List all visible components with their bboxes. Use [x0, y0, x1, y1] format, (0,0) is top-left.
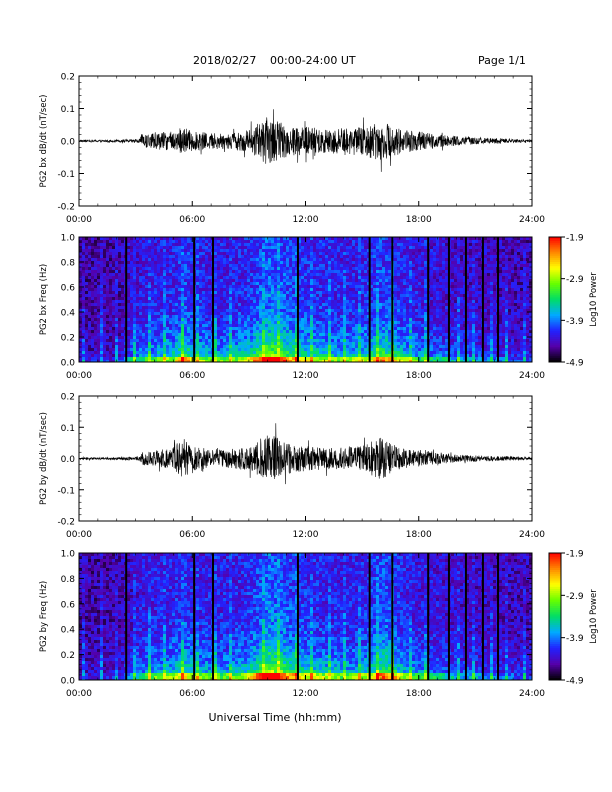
x-tick-label: 24:00 — [519, 371, 545, 381]
header-date: 2018/02/27 — [193, 54, 256, 67]
colorbar-tick-label: -1.9 — [566, 234, 584, 244]
panel-bx-derivative: 0.2 0.1 0.0 -0.1 -0.2 00:00 06:00 12:00 18:00 24:… — [39, 73, 545, 226]
y-tick-label: 0.2 — [61, 651, 75, 661]
y-axis-label: PG2 bx Freq (Hz) — [39, 264, 49, 335]
y-axis-label: PG2 bx dB/dt (nT/sec) — [39, 95, 49, 188]
data-gap — [464, 237, 467, 362]
spectrogram-cells — [79, 553, 532, 680]
y-tick-label: 0.1 — [61, 424, 75, 434]
data-gap — [193, 553, 196, 680]
data-gap — [125, 237, 128, 362]
data-gap — [296, 237, 299, 362]
colorbar-tick-label: -4.9 — [566, 677, 584, 687]
x-tick-label: 12:00 — [293, 215, 319, 225]
x-tick-label: 24:00 — [519, 530, 545, 540]
colorbar-frame — [548, 236, 562, 363]
colorbar-tick-label: -1.9 — [566, 550, 584, 560]
data-gap — [497, 237, 500, 362]
y-tick-label: 0.2 — [61, 334, 75, 344]
x-tick-label: 12:00 — [293, 371, 319, 381]
colorbar-frame — [548, 552, 562, 681]
data-gap — [391, 237, 394, 362]
panel-by-derivative: 0.2 0.1 0.0 -0.1 -0.2 00:00 06:00 12:00 18:00 24:… — [39, 393, 545, 541]
x-tick-label: 18:00 — [406, 689, 432, 699]
y-tick-label: 0.6 — [61, 284, 76, 294]
x-tick-label: 06:00 — [179, 215, 205, 225]
data-gap — [368, 553, 371, 680]
colorbar-tick-label: -3.9 — [566, 634, 584, 644]
colorbar-bx: -1.9 -2.9 -3.9 -4.9 Log10 Power — [548, 234, 599, 369]
y-tick-label: 1.0 — [61, 234, 76, 244]
data-gap — [464, 553, 467, 680]
y-tick-label: -0.1 — [57, 170, 75, 180]
data-gaps — [125, 237, 500, 362]
x-tick-label: 06:00 — [179, 689, 205, 699]
y-axis-label: PG2 by dB/dt (nT/sec) — [39, 412, 49, 505]
x-tick-label: 12:00 — [293, 530, 319, 540]
x-tick-label: 24:00 — [519, 215, 545, 225]
x-axis-label: Universal Time (hh:mm) — [209, 711, 342, 724]
waveform-line — [78, 423, 533, 485]
y-tick-label: -0.2 — [57, 518, 75, 528]
x-tick-label: 18:00 — [406, 371, 432, 381]
x-tick-label: 18:00 — [406, 215, 432, 225]
x-tick-label: 18:00 — [406, 530, 432, 540]
data-gap — [427, 237, 430, 362]
y-tick-label: 0.8 — [61, 575, 76, 585]
y-tick-label: 0.0 — [61, 359, 76, 369]
data-gap — [427, 553, 430, 680]
colorbar-tick-label: -2.9 — [566, 592, 584, 602]
data-gaps — [125, 553, 500, 680]
data-gap — [212, 553, 215, 680]
x-tick-label: 12:00 — [293, 689, 319, 699]
y-tick-label: -0.2 — [57, 203, 75, 213]
colorbar-title: Log10 Power — [589, 589, 599, 644]
panel-bx-spectrogram: 1.0 0.8 0.6 0.4 0.2 0.0 00:00 06:00 12:00 18:00 24… — [39, 234, 545, 382]
data-gap — [368, 237, 371, 362]
x-tick-label: 06:00 — [179, 530, 205, 540]
waveform-line — [78, 109, 533, 172]
header-time-range: 00:00-24:00 UT — [270, 54, 356, 67]
colorbar-by: -1.9 -2.9 -3.9 -4.9 Log10 Power — [548, 550, 599, 687]
data-gap — [296, 553, 299, 680]
data-gap — [391, 553, 394, 680]
data-gap — [447, 553, 450, 680]
y-tick-label: 0.2 — [61, 73, 75, 83]
y-tick-label: 0.4 — [61, 309, 76, 319]
y-tick-label: 0.0 — [61, 138, 76, 148]
spectrogram-cells — [79, 237, 532, 362]
data-gap — [447, 237, 450, 362]
x-tick-label: 24:00 — [519, 689, 545, 699]
y-tick-label: 0.0 — [61, 677, 76, 687]
data-gap — [481, 553, 484, 680]
y-tick-label: 0.4 — [61, 626, 76, 636]
data-gap — [125, 553, 128, 680]
colorbar-title: Log10 Power — [589, 272, 599, 327]
x-tick-label: 00:00 — [66, 371, 92, 381]
y-tick-label: 0.6 — [61, 600, 76, 610]
y-tick-label: 0.1 — [61, 105, 75, 115]
data-gap — [212, 237, 215, 362]
y-tick-label: 0.2 — [61, 393, 75, 403]
y-tick-label: 1.0 — [61, 550, 76, 560]
colorbar-tick-label: -2.9 — [566, 275, 584, 285]
x-tick-label: 00:00 — [66, 530, 92, 540]
data-gap — [497, 553, 500, 680]
y-tick-label: -0.1 — [57, 486, 75, 496]
x-tick-label: 06:00 — [179, 371, 205, 381]
y-tick-label: 0.0 — [61, 455, 76, 465]
panel-by-spectrogram: 1.0 0.8 0.6 0.4 0.2 0.0 00:00 06:00 12:00 18:00 24… — [39, 550, 545, 700]
y-axis-label: PG2 by Freq (Hz) — [39, 581, 49, 652]
colorbar-tick-label: -4.9 — [566, 359, 584, 369]
data-gap — [193, 237, 196, 362]
y-tick-label: 0.8 — [61, 259, 76, 269]
header-page: Page 1/1 — [478, 54, 526, 67]
x-tick-label: 00:00 — [66, 215, 92, 225]
x-tick-label: 00:00 — [66, 689, 92, 699]
colorbar-tick-label: -3.9 — [566, 317, 584, 327]
data-gap — [481, 237, 484, 362]
